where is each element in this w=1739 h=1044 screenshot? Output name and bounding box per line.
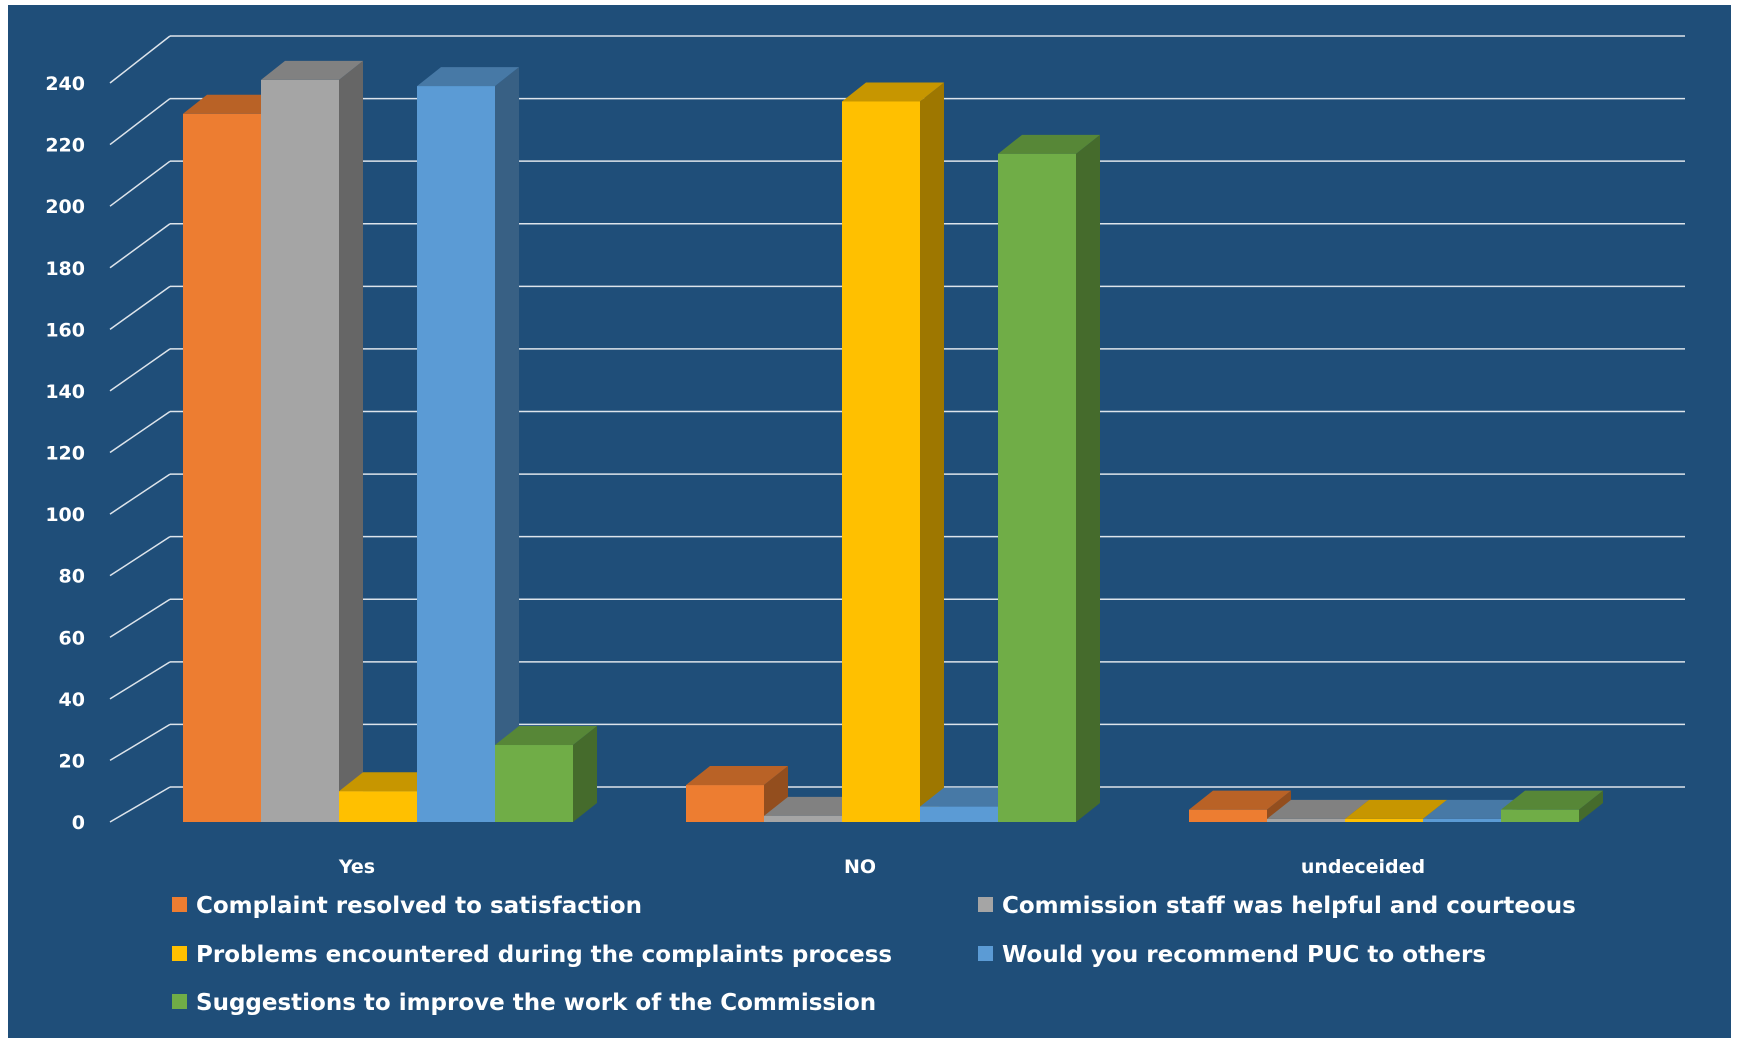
gridline-side [109, 536, 171, 577]
bar [686, 766, 788, 822]
y-tick-label: 240 [45, 73, 85, 95]
legend-swatch [978, 897, 993, 912]
bar [495, 726, 597, 822]
bar [261, 60, 363, 822]
legend-label: Would you recommend PUC to others [1002, 942, 1486, 968]
legend-item: Complaint resolved to satisfaction [172, 893, 642, 919]
bar [1501, 790, 1603, 822]
gridline-side [109, 723, 171, 762]
legend: Complaint resolved to satisfaction Commis… [172, 893, 1576, 1016]
legend-label: Suggestions to improve the work of the C… [196, 990, 876, 1016]
gridline-side [109, 348, 171, 392]
legend-item: Problems encountered during the complain… [172, 942, 892, 968]
legend-swatch [172, 946, 187, 961]
y-tick-label: 80 [59, 566, 85, 588]
y-tick-label: 180 [45, 258, 85, 280]
y-tick-label: 220 [45, 135, 85, 157]
x-axis-categories: Yes NO undeceided [338, 856, 1425, 878]
y-tick-label: 160 [45, 319, 85, 341]
gridline-side [109, 598, 171, 638]
gridline-side [109, 786, 171, 823]
gridline-side [109, 661, 171, 700]
gridline-side [109, 223, 171, 269]
gridline-side [109, 160, 171, 207]
gridline-side [109, 410, 171, 454]
gridline-side [109, 473, 171, 515]
y-tick-label: 100 [45, 504, 85, 526]
legend-item: Commission staff was helpful and courteo… [978, 893, 1576, 919]
bar [998, 134, 1100, 823]
y-tick-label: 40 [59, 689, 85, 711]
legend-label: Problems encountered during the complain… [196, 942, 892, 968]
legend-swatch [978, 946, 993, 961]
category-label: Yes [338, 856, 375, 878]
legend-swatch [172, 897, 187, 912]
y-tick-label: 120 [45, 443, 85, 465]
legend-label: Commission staff was helpful and courteo… [1002, 893, 1576, 919]
category-label: NO [844, 856, 876, 878]
legend-item: Suggestions to improve the work of the C… [172, 990, 876, 1016]
legend-label: Complaint resolved to satisfaction [196, 893, 642, 919]
gridline-side [109, 97, 171, 146]
y-axis-ticks: 0 20 40 60 80 100 120 140 160 180 200 220 240 [45, 73, 85, 834]
y-tick-label: 60 [59, 627, 85, 649]
bars [183, 60, 1603, 823]
bar [842, 82, 944, 823]
y-tick-label: 0 [72, 812, 85, 834]
legend-item: Would you recommend PUC to others [978, 942, 1486, 968]
category-label: undeceided [1301, 856, 1425, 878]
y-tick-label: 140 [45, 381, 85, 403]
gridline-side [109, 285, 171, 330]
legend-swatch [172, 994, 187, 1009]
bar [417, 67, 519, 823]
y-tick-label: 20 [59, 750, 85, 772]
y-tick-label: 200 [45, 196, 85, 218]
gridline-side [109, 35, 171, 84]
